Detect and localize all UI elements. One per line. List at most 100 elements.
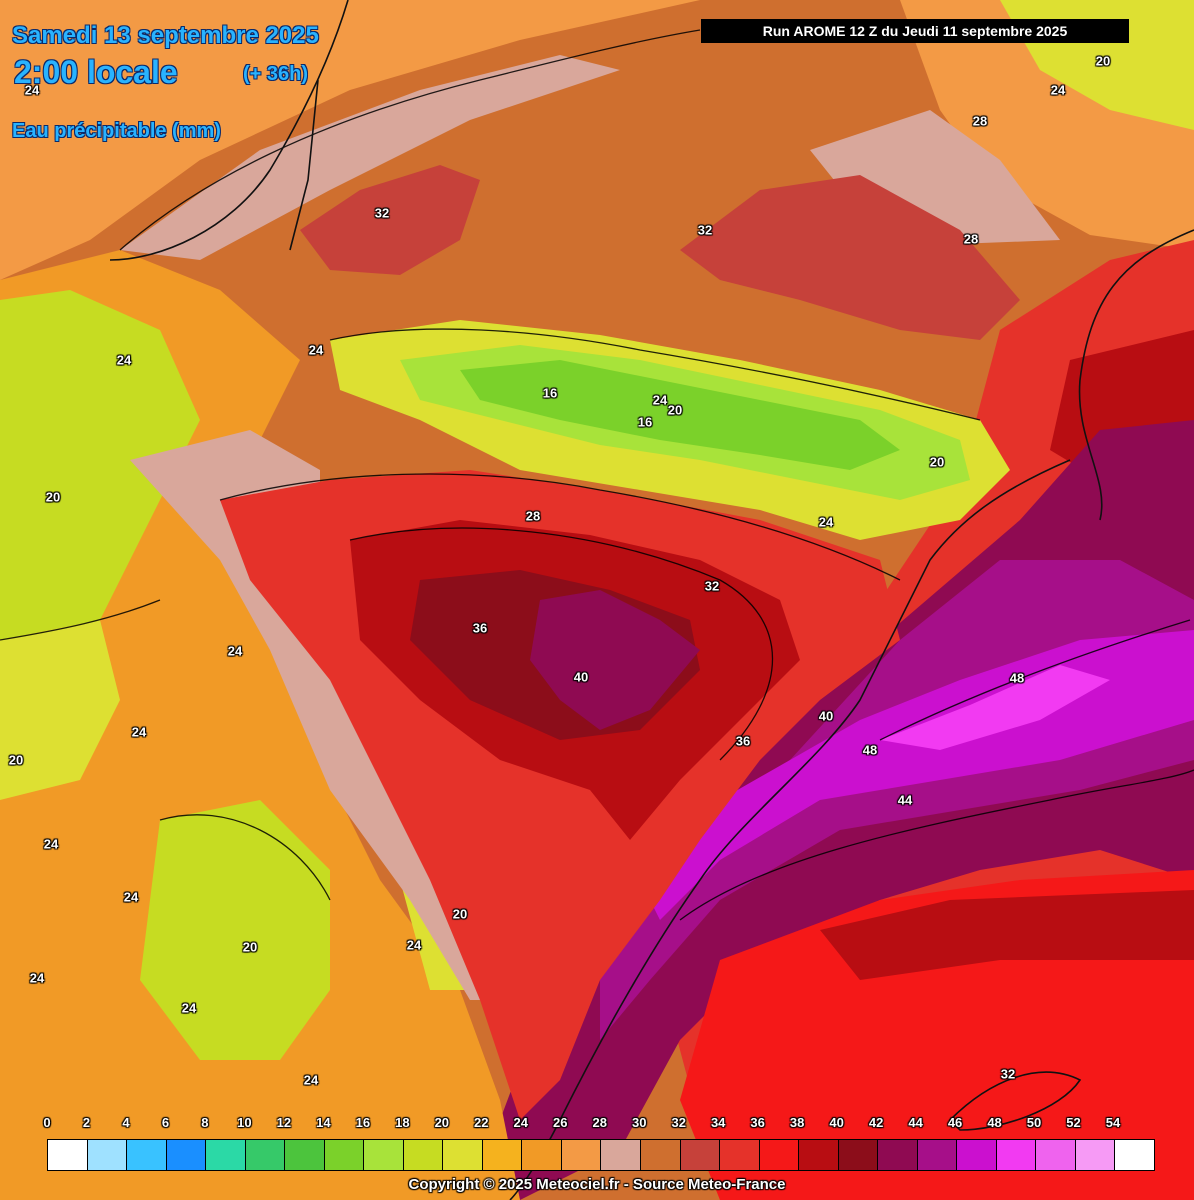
legend-tick: 14 (316, 1115, 331, 1130)
borders (109, 0, 1194, 1200)
forecast-date: Samedi 13 septembre 2025 (12, 22, 319, 49)
legend-swatch (166, 1140, 207, 1170)
parameter-label: Eau précipitable (mm) (12, 120, 221, 142)
legend-tick: 34 (710, 1115, 726, 1130)
legend-swatch (403, 1140, 444, 1170)
contour-label: 24 (24, 82, 40, 98)
legend-tick: 0 (43, 1115, 51, 1130)
contour-label: 20 (8, 752, 24, 768)
contour-label: 24 (131, 724, 147, 740)
contour-label: 40 (818, 708, 834, 724)
contour-label: 36 (472, 620, 488, 636)
contour-label: 16 (542, 385, 558, 401)
legend-tick: 6 (161, 1115, 170, 1130)
legend-swatch (640, 1140, 681, 1170)
legend-tick: 16 (355, 1115, 371, 1130)
legend-swatch (957, 1140, 997, 1170)
legend-tick: 28 (592, 1115, 607, 1130)
contour-label: 32 (697, 222, 713, 238)
legend-swatch (1036, 1140, 1076, 1170)
legend-tick: 8 (201, 1115, 209, 1130)
legend-swatch (364, 1140, 404, 1170)
field-n-red-2 (680, 175, 1020, 340)
contour-lines (0, 29, 1194, 921)
contour-label: 28 (525, 508, 541, 524)
legend-tick: 42 (868, 1115, 884, 1130)
field-n-red-1 (300, 165, 480, 275)
legend-swatch (87, 1140, 128, 1170)
legend-tick: 46 (947, 1115, 963, 1130)
contour-label: 24 (181, 1000, 197, 1016)
legend-swatch (680, 1140, 721, 1170)
contour-label: 48 (862, 742, 878, 758)
contour-label: 24 (116, 352, 132, 368)
legend-tick: 36 (750, 1115, 765, 1130)
legend-swatch (127, 1140, 167, 1170)
contour-label: 28 (972, 113, 988, 129)
legend-tick: 52 (1066, 1115, 1081, 1130)
contour-label: 16 (637, 414, 653, 430)
field-pink-max (880, 665, 1110, 750)
contour-label: 24 (43, 836, 59, 852)
legend-swatch (324, 1140, 365, 1170)
legend-swatch (878, 1140, 918, 1170)
legend-swatch (443, 1140, 483, 1170)
contour-label: 24 (227, 643, 243, 659)
legend-swatch (917, 1140, 958, 1170)
legend-tick: 10 (237, 1115, 252, 1130)
legend-tick: 32 (671, 1115, 686, 1130)
legend-swatch (601, 1140, 641, 1170)
contour-label: 20 (667, 402, 683, 418)
legend-tick: 18 (395, 1115, 410, 1130)
contour-label: 28 (963, 231, 979, 247)
legend-swatch (759, 1140, 800, 1170)
legend-tick: 24 (513, 1115, 528, 1130)
field-alps-green (460, 360, 900, 470)
legend-tick: 26 (553, 1115, 568, 1130)
legend-swatch (799, 1140, 839, 1170)
model-run-banner: Run AROME 12 Z du Jeudi 11 septembre 202… (701, 19, 1129, 43)
contour-label: 36 (735, 733, 751, 749)
contour-label: 32 (374, 205, 390, 221)
legend-swatch (1075, 1140, 1116, 1170)
forecast-time: 2:00 locale (14, 54, 178, 90)
legend-tick: 20 (434, 1115, 450, 1130)
legend-tick: 44 (908, 1115, 923, 1130)
legend-tick-labels: 0 2 4 6 8 10 12 14 16 18 20 22 24 26 28 30 32 34 36 38 40 42 4… (0, 1115, 1194, 1135)
contour-label: 32 (704, 578, 720, 594)
contour-label: 32 (1000, 1066, 1016, 1082)
legend-tick: 22 (474, 1115, 489, 1130)
copyright-notice: Copyright © 2025 Meteociel.fr - Source M… (408, 1176, 786, 1193)
contour-label: 20 (242, 939, 258, 955)
legend-swatch (245, 1140, 286, 1170)
legend-swatch (482, 1140, 523, 1170)
contour-label: 24 (123, 889, 139, 905)
contour-label: 20 (452, 906, 468, 922)
field-w-yellow-2 (0, 620, 120, 800)
contour-label: 24 (303, 1072, 319, 1088)
legend-tick: 38 (789, 1115, 805, 1130)
legend-swatch (1115, 1140, 1154, 1170)
contour-label: 24 (406, 937, 422, 953)
legend-swatch (996, 1140, 1037, 1170)
legend-swatch (48, 1140, 88, 1170)
field-center-purple (530, 590, 700, 730)
contour-label: 24 (1050, 82, 1066, 98)
legend-swatch (561, 1140, 602, 1170)
legend-swatch (206, 1140, 246, 1170)
legend-swatch (720, 1140, 760, 1170)
contour-label: 20 (929, 454, 945, 470)
contour-label: 44 (897, 792, 913, 808)
field-se-deep (820, 890, 1194, 980)
contour-label: 24 (308, 342, 324, 358)
legend-tick: 54 (1105, 1115, 1121, 1130)
field-nw-channel (120, 55, 620, 260)
legend-tick: 50 (1026, 1115, 1042, 1130)
contour-label: 24 (29, 970, 45, 986)
contour-label: 20 (45, 489, 61, 505)
legend-swatch (285, 1140, 325, 1170)
contour-label: 20 (1095, 53, 1111, 69)
field-nw-band (0, 0, 700, 280)
legend-swatch (522, 1140, 562, 1170)
